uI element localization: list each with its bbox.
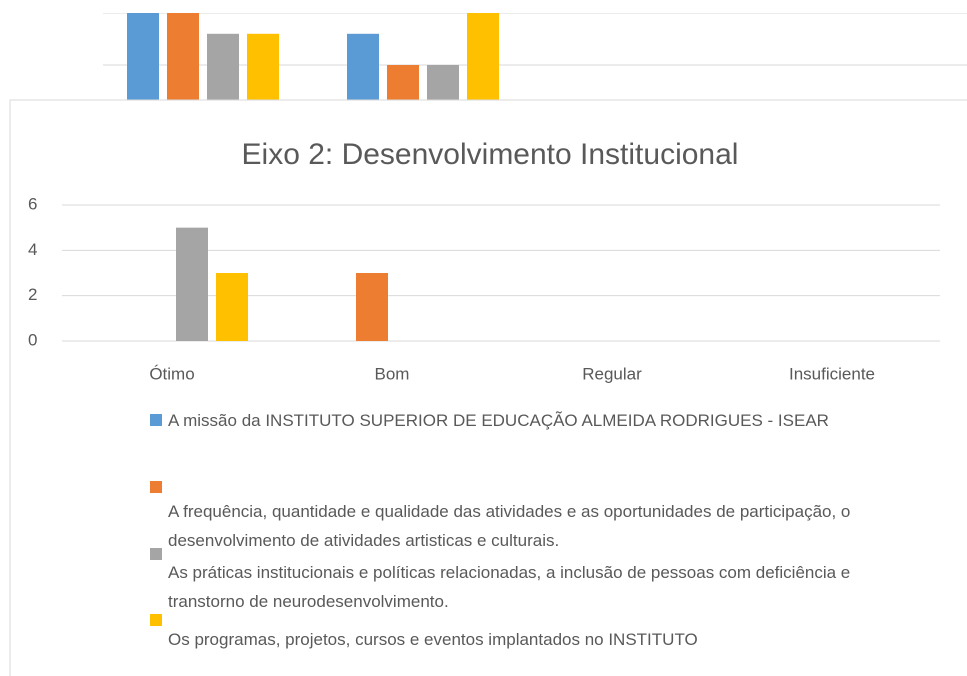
x-tick-label: Insuficiente (789, 364, 875, 383)
chart-title: Eixo 2: Desenvolvimento Institucional (242, 138, 739, 171)
y-tick-label: 2 (28, 285, 37, 304)
bar (216, 273, 248, 341)
bar (356, 273, 388, 341)
x-tick-label: Ótimo (149, 364, 194, 383)
bar (176, 227, 208, 341)
chart-frame (9, 99, 967, 676)
legend-label: A frequência, quantidade e qualidade das… (168, 502, 851, 550)
legend-marker (150, 414, 162, 426)
legend-marker (150, 614, 162, 626)
y-tick-label: 0 (28, 330, 37, 349)
y-tick-label: 4 (28, 240, 37, 259)
legend-marker (150, 481, 162, 493)
legend-marker (150, 548, 162, 560)
x-tick-label: Bom (375, 364, 410, 383)
legend-label: Os programas, projetos, cursos e eventos… (168, 630, 698, 649)
legend-label: A missão da INSTITUTO SUPERIOR DE EDUCAÇ… (168, 411, 829, 430)
x-tick-label: Regular (582, 364, 642, 383)
chart: 0 2 4 6 Ótimo Bom Regular Insuficiente (28, 194, 940, 383)
legend-label: As práticas institucionais e políticas r… (168, 563, 851, 611)
y-tick-label: 6 (28, 194, 37, 213)
